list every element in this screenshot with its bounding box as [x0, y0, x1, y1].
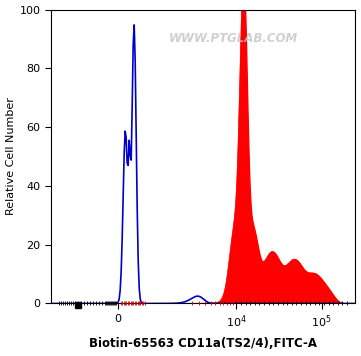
X-axis label: Biotin-65563 CD11a(TS2/4),FITC-A: Biotin-65563 CD11a(TS2/4),FITC-A	[89, 337, 317, 350]
Y-axis label: Relative Cell Number: Relative Cell Number	[5, 98, 16, 215]
Text: WWW.PTGLAB.COM: WWW.PTGLAB.COM	[169, 32, 298, 46]
